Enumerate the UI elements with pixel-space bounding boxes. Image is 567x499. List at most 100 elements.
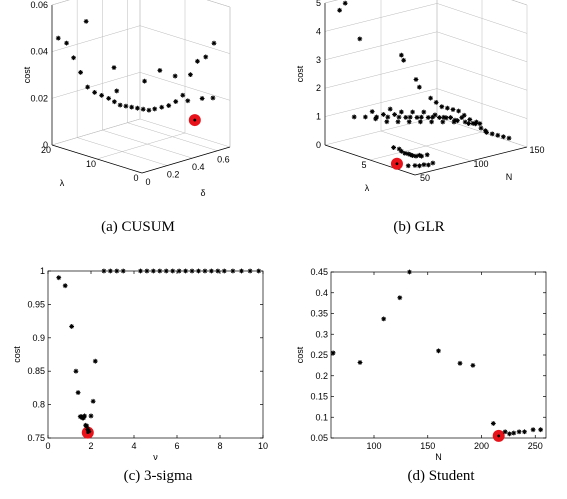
data-point xyxy=(112,99,117,105)
z-tick-label: 0.04 xyxy=(30,47,48,57)
box-edge xyxy=(51,144,143,174)
data-point xyxy=(199,96,205,101)
z-tick-label: 1 xyxy=(316,112,321,122)
y-axis-label: λ xyxy=(60,178,65,188)
x-tick-label: 0.4 xyxy=(192,162,205,172)
data-point xyxy=(163,268,169,274)
data-point xyxy=(402,150,408,156)
data-point xyxy=(111,65,117,70)
data-point xyxy=(129,104,135,110)
data-point xyxy=(82,413,87,419)
data-point xyxy=(85,84,90,90)
data-point xyxy=(432,112,438,118)
grid-line xyxy=(51,25,141,52)
data-point xyxy=(166,103,172,108)
box-edge xyxy=(324,144,416,176)
box-edge xyxy=(51,0,70,6)
data-point xyxy=(441,114,447,120)
data-point xyxy=(210,95,216,101)
y-tick-label: 0.9 xyxy=(32,333,45,343)
data-point xyxy=(452,117,458,123)
z-tick-label: 0.06 xyxy=(30,0,48,10)
data-point xyxy=(439,104,445,110)
z-tick-label: 2 xyxy=(316,83,321,93)
y-tick-label: 0.15 xyxy=(310,392,328,402)
data-point xyxy=(407,114,413,120)
data-point xyxy=(144,268,150,274)
x-tick-label: 0.2 xyxy=(167,170,180,180)
data-point xyxy=(399,148,404,154)
data-point xyxy=(466,121,471,126)
y-tick-label: 10 xyxy=(86,159,96,169)
data-point xyxy=(396,146,402,152)
data-point xyxy=(530,427,536,433)
x-tick-label: 6 xyxy=(174,441,179,451)
data-point xyxy=(459,115,465,120)
data-point xyxy=(230,268,236,274)
y-tick-label: 0.4 xyxy=(315,288,328,298)
data-point xyxy=(75,390,81,395)
data-point xyxy=(522,429,527,435)
chart-3sigma: 0 2 4 6 8 10 0.75 0.8 0.85 0.9 0.95 1 ν cost (c) 3-sig… xyxy=(12,266,268,484)
data-point xyxy=(440,119,446,125)
data-point xyxy=(140,106,146,112)
data-point xyxy=(221,268,227,274)
x-axis-label: N xyxy=(435,452,442,462)
data-point xyxy=(419,114,424,120)
x-tick-label: 250 xyxy=(528,441,543,451)
data-point xyxy=(357,360,363,365)
x-tick-label: 0 xyxy=(145,177,150,187)
data-point xyxy=(90,398,96,404)
data-point xyxy=(502,429,508,435)
best-point-center xyxy=(193,118,197,122)
data-point xyxy=(416,84,422,90)
data-point xyxy=(412,163,418,168)
data-point xyxy=(428,95,433,101)
data-point xyxy=(92,89,98,95)
data-point xyxy=(146,107,152,113)
data-point xyxy=(414,115,420,120)
data-point xyxy=(421,162,427,168)
data-point xyxy=(473,121,478,127)
data-point xyxy=(173,99,179,104)
data-point xyxy=(152,106,158,112)
data-point xyxy=(342,0,348,6)
data-point xyxy=(106,95,112,101)
x-tick-label: 0.6 xyxy=(217,155,230,165)
data-point xyxy=(55,35,61,41)
data-point xyxy=(211,40,217,46)
data-point xyxy=(189,268,195,274)
y-axis-label: cost xyxy=(12,346,22,363)
box-edge xyxy=(414,146,528,176)
y-tick-label: 5 xyxy=(361,160,366,170)
data-point xyxy=(337,7,342,13)
chart-caption: (c) 3-sigma xyxy=(124,468,193,484)
y-tick-label: 0.25 xyxy=(310,350,328,360)
x-tick-label: 200 xyxy=(474,441,489,451)
grid-line xyxy=(51,0,70,6)
y-tick-label: 20 xyxy=(41,145,51,155)
y-tick-label: 0.1 xyxy=(315,412,328,422)
plot-frame xyxy=(330,271,547,439)
chart-caption: (d) Student xyxy=(407,468,475,484)
data-point xyxy=(397,295,403,301)
data-point xyxy=(490,421,496,426)
y-axis-label: cost xyxy=(295,346,305,363)
x-tick-label: 0 xyxy=(45,441,50,451)
data-point xyxy=(483,128,488,134)
data-point xyxy=(433,100,439,105)
y-tick-label: 0.95 xyxy=(27,299,45,309)
data-point xyxy=(209,268,214,274)
grid-line xyxy=(51,72,141,99)
x-tick-label: 2 xyxy=(88,441,93,451)
data-point xyxy=(83,18,89,24)
data-point xyxy=(445,105,450,111)
data-point xyxy=(99,92,105,98)
data-point xyxy=(85,426,91,432)
data-point xyxy=(369,109,375,114)
y-tick-label: 0.2 xyxy=(315,371,328,381)
data-point xyxy=(256,268,262,274)
data-point xyxy=(457,360,463,366)
data-point xyxy=(478,125,484,131)
data-point xyxy=(196,268,201,274)
